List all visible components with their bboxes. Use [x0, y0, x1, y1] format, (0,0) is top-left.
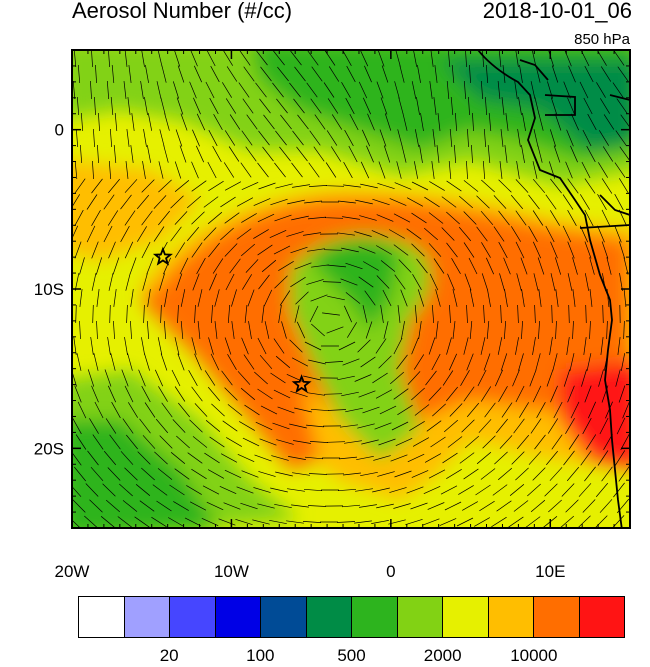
wind-vectors	[72, 50, 630, 528]
coastline	[477, 50, 630, 528]
colorbar-label: 20	[159, 646, 179, 665]
pressure-level: 850 hPa	[574, 31, 630, 48]
colorbar-box	[534, 597, 580, 637]
colorbar-box	[124, 597, 170, 637]
colorbar-label: 2000	[423, 646, 462, 665]
axis-tick-labels: 20W 10W 0 10E 0 10S 20S	[34, 121, 566, 581]
colorbar-box	[579, 597, 624, 637]
star-marker	[152, 246, 173, 266]
colorbar-box	[397, 597, 443, 637]
colorbar-box	[170, 597, 216, 637]
colorbar-box	[306, 597, 352, 637]
colorbar-box	[261, 597, 307, 637]
colorbar	[78, 596, 625, 638]
colorbar-label: 500	[337, 646, 366, 665]
y-tick-label: 0	[55, 121, 64, 140]
x-tick-label: 20W	[55, 562, 90, 581]
colorbar-box	[79, 597, 125, 637]
x-tick-label: 10E	[535, 562, 565, 581]
x-tick-label: 0	[386, 562, 395, 581]
axis-ticks	[71, 49, 631, 529]
map-datetime: 2018-10-01_06	[482, 0, 632, 23]
colorbar-label: 100	[246, 646, 275, 665]
x-tick-label: 10W	[214, 562, 249, 581]
colorbar-label: 10000	[510, 646, 558, 665]
star-marker	[291, 374, 312, 394]
colorbar-labels: 20 100 500 2000 10000	[0, 646, 650, 666]
y-tick-label: 20S	[34, 439, 64, 458]
map-title: Aerosol Number (#/cc)	[72, 0, 293, 23]
map-canvas: 20W 10W 0 10E 0 10S 20S	[34, 49, 631, 581]
y-tick-label: 10S	[34, 280, 64, 299]
aerosol-field	[72, 50, 630, 528]
colorbar-box	[215, 597, 261, 637]
colorbar-box	[488, 597, 534, 637]
colorbar-box	[443, 597, 489, 637]
colorbar-box	[352, 597, 398, 637]
markers	[152, 246, 312, 394]
